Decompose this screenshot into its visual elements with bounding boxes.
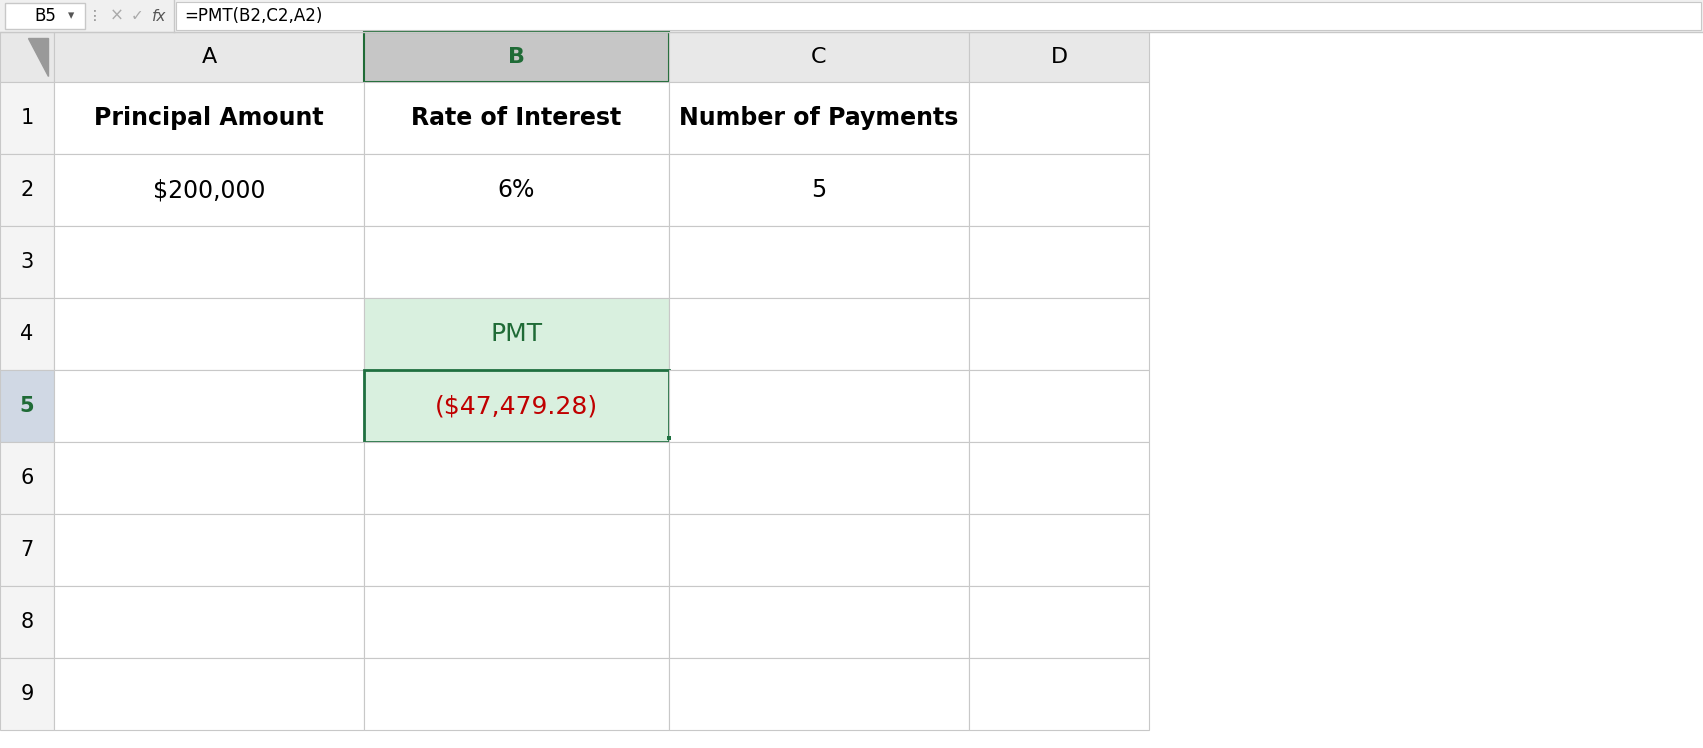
- Bar: [669, 154, 969, 226]
- Text: 9: 9: [20, 684, 34, 704]
- Text: 6: 6: [20, 468, 34, 488]
- Bar: [54, 32, 364, 82]
- Text: 5: 5: [811, 178, 826, 202]
- Text: Principal Amount: Principal Amount: [94, 106, 324, 130]
- Bar: [669, 658, 969, 730]
- Text: 3: 3: [20, 252, 34, 272]
- Text: PMT: PMT: [490, 322, 543, 346]
- Bar: [364, 370, 669, 442]
- Text: C: C: [811, 47, 826, 67]
- Bar: [364, 586, 669, 658]
- Bar: [0, 0, 1703, 32]
- Bar: [5, 3, 85, 29]
- Bar: [0, 370, 54, 442]
- Bar: [669, 32, 969, 82]
- Text: ($47,479.28): ($47,479.28): [434, 394, 598, 418]
- Bar: [969, 658, 1150, 730]
- Bar: [175, 2, 1701, 30]
- Bar: [669, 226, 969, 298]
- Text: 6%: 6%: [497, 178, 535, 202]
- Bar: [54, 514, 364, 586]
- Bar: [0, 226, 54, 298]
- Bar: [0, 514, 54, 586]
- Bar: [969, 514, 1150, 586]
- Text: $200,000: $200,000: [153, 178, 266, 202]
- Bar: [669, 370, 969, 442]
- Bar: [0, 154, 54, 226]
- Text: 8: 8: [20, 612, 34, 632]
- Bar: [364, 298, 669, 370]
- Bar: [364, 658, 669, 730]
- Bar: [0, 298, 54, 370]
- Text: =PMT(B2,C2,A2): =PMT(B2,C2,A2): [184, 7, 322, 25]
- Text: D: D: [1051, 47, 1068, 67]
- Bar: [54, 442, 364, 514]
- Bar: [54, 586, 364, 658]
- Bar: [54, 82, 364, 154]
- Bar: [364, 154, 669, 226]
- Text: Number of Payments: Number of Payments: [679, 106, 959, 130]
- Text: ▾: ▾: [68, 10, 75, 22]
- Text: 1: 1: [20, 108, 34, 128]
- Bar: [969, 226, 1150, 298]
- Bar: [969, 32, 1150, 82]
- Text: ⋮: ⋮: [89, 9, 102, 23]
- Bar: [669, 82, 969, 154]
- Text: 4: 4: [20, 324, 34, 344]
- Bar: [0, 32, 54, 82]
- Text: fx: fx: [152, 8, 167, 23]
- Bar: [969, 154, 1150, 226]
- Text: ✓: ✓: [131, 8, 143, 23]
- Bar: [364, 226, 669, 298]
- Bar: [54, 226, 364, 298]
- Text: 7: 7: [20, 540, 34, 560]
- Bar: [364, 514, 669, 586]
- Polygon shape: [27, 38, 48, 76]
- Bar: [669, 586, 969, 658]
- Bar: [54, 370, 364, 442]
- Bar: [0, 82, 54, 154]
- Bar: [669, 298, 969, 370]
- Text: 5: 5: [20, 396, 34, 416]
- Bar: [54, 658, 364, 730]
- Bar: [969, 586, 1150, 658]
- Bar: [668, 436, 671, 440]
- Text: ×: ×: [111, 7, 124, 25]
- Bar: [54, 154, 364, 226]
- Text: Rate of Interest: Rate of Interest: [412, 106, 622, 130]
- Bar: [364, 442, 669, 514]
- Bar: [364, 82, 669, 154]
- Text: A: A: [201, 47, 216, 67]
- Bar: [969, 82, 1150, 154]
- Bar: [669, 514, 969, 586]
- Text: 2: 2: [20, 180, 34, 200]
- Bar: [669, 442, 969, 514]
- Text: B5: B5: [34, 7, 56, 25]
- Bar: [0, 658, 54, 730]
- Bar: [969, 370, 1150, 442]
- Bar: [0, 442, 54, 514]
- Bar: [54, 298, 364, 370]
- Bar: [969, 298, 1150, 370]
- Bar: [969, 442, 1150, 514]
- Bar: [364, 32, 669, 82]
- Text: B: B: [507, 47, 525, 67]
- Bar: [0, 586, 54, 658]
